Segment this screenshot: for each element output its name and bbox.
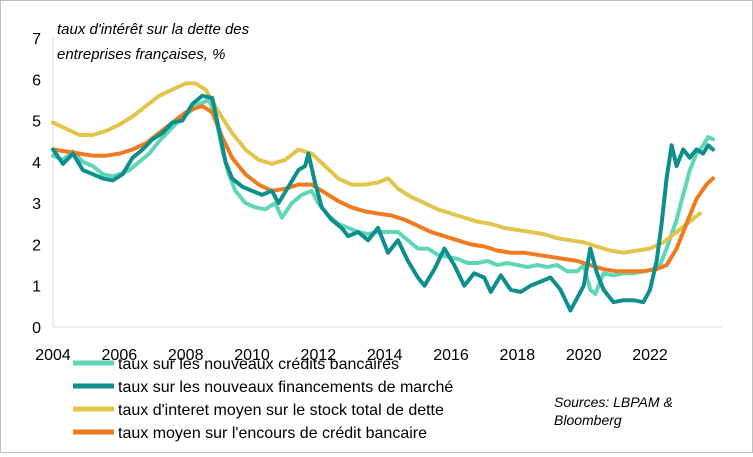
- x-tick-label: 2022: [632, 347, 668, 364]
- y-tick-label: 2: [32, 237, 41, 254]
- y-tick-label: 7: [32, 31, 41, 48]
- legend-label-2: taux sur les nouveaux financements de ma…: [118, 379, 453, 396]
- series-line-4: [51, 104, 715, 274]
- x-tick-label: 2012: [301, 347, 337, 364]
- source-line-1: Sources: LBPAM &: [554, 394, 673, 410]
- axes: [52, 38, 723, 328]
- series-line-3: [51, 81, 702, 255]
- series-lines: [51, 81, 715, 313]
- y-axis-label-line-2: entreprises françaises, %: [57, 46, 225, 63]
- y-tick-label: 0: [32, 320, 41, 337]
- x-tick-label: 2020: [566, 347, 602, 364]
- x-tick-label: 2018: [500, 347, 536, 364]
- x-tick-label: 2006: [102, 347, 138, 364]
- tick-labels: 0 1 2 3 4 5 6 7 2004 2006 2008 2010 2012 2014 2016 2018…: [32, 31, 668, 364]
- source-line-2: Bloomberg: [554, 412, 622, 428]
- legend-label-1: taux sur les nouveaux crédits bancaires: [118, 356, 399, 373]
- y-tick-label: 5: [32, 114, 41, 131]
- y-tick-label: 1: [32, 279, 41, 296]
- legend: taux sur les nouveaux crédits bancaires t…: [73, 356, 453, 442]
- x-tick-label: 2016: [433, 347, 469, 364]
- y-axis-label-line-1: taux d'intérêt sur la dette des: [57, 21, 250, 38]
- x-tick-label: 2014: [367, 347, 403, 364]
- x-tick-label: 2004: [35, 347, 71, 364]
- series-line-1: [51, 97, 715, 296]
- y-tick-label: 3: [32, 196, 41, 213]
- legend-label-3: taux d'interet moyen sur le stock total …: [118, 402, 444, 419]
- legend-label-4: taux moyen sur l'encours de crédit banca…: [118, 425, 427, 442]
- x-tick-label: 2010: [234, 347, 270, 364]
- y-tick-label: 6: [32, 72, 41, 89]
- series-line-2: [51, 93, 715, 313]
- x-tick-label: 2008: [168, 347, 204, 364]
- y-tick-label: 4: [32, 155, 41, 172]
